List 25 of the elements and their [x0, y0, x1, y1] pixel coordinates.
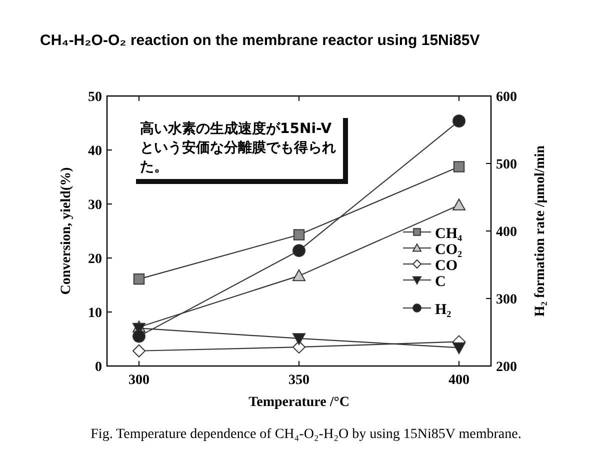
legend-label: CO	[435, 258, 458, 274]
x-axis-title: Temperature /°C	[248, 395, 350, 410]
y-tick-label: 10	[88, 306, 102, 321]
y2-axis-title: H₂ formation rate /μmol/min	[533, 145, 548, 317]
text: Fig. Temperature dependence of CH₄-O₂-H₂O by using 15Ni85V membrane.	[90, 427, 522, 442]
legend-label: CO₂	[435, 242, 462, 258]
legend-label: C	[435, 274, 446, 290]
x-tick-label: 400	[448, 373, 470, 388]
x-tick-label: 300	[128, 373, 150, 388]
annotation: 高い水素の生成速度が15Ni-Vという安価な分離膜でも得られた。	[136, 118, 348, 184]
y-axis-title: Conversion, yield(%)	[59, 166, 74, 295]
y2-tick-label: 200	[496, 360, 517, 375]
y-tick-label: 30	[88, 198, 102, 213]
chart-title: CH₄-H₂O-O₂ reaction on the membrane reactor using 15Ni85V	[40, 32, 480, 49]
x-tick-label: 350	[288, 373, 310, 388]
y2-tick-label: 400	[496, 225, 517, 240]
y2-tick-label: 500	[496, 158, 517, 172]
y2-tick-label: 600	[496, 90, 517, 105]
y2-tick-label: 300	[496, 292, 517, 308]
y-tick-label: 50	[88, 90, 102, 105]
y-tick-label: 0	[95, 360, 102, 375]
legend-label: CH₄	[435, 226, 462, 242]
y-tick-label: 40	[88, 144, 102, 159]
y-tick-label: 20	[88, 252, 102, 267]
legend-label: H₂	[435, 302, 452, 318]
